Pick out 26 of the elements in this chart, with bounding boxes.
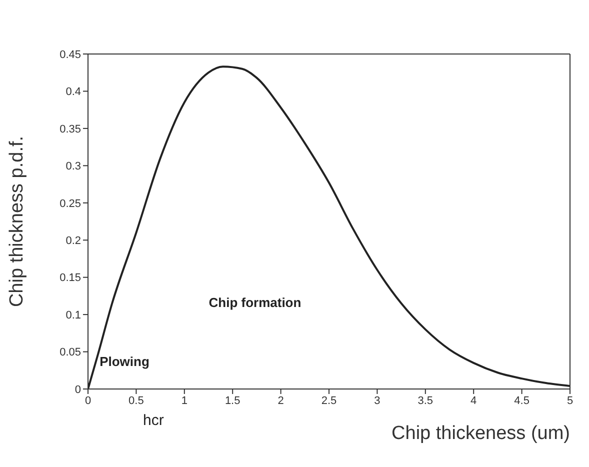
y-tick-label: 0.1 [66,309,81,322]
x-tick-label: 0.5 [128,394,144,407]
x-tick-label: 4 [470,394,477,407]
x-tick-label: 3.5 [418,394,434,407]
x-tick-label: 1.5 [224,394,240,407]
x-tick-label: 2.5 [321,394,337,407]
y-tick-label: 0 [74,384,81,396]
y-tick-label: 0.35 [60,123,81,136]
text: hcr [143,412,164,429]
y-axis-title: Chip thickness p.d.f. [6,136,28,308]
y-tick-label: 0.05 [60,346,81,359]
x-tick-label: 4.5 [514,394,530,407]
annotation: Plowing [100,354,150,370]
x-tick-label: 5 [566,394,574,407]
y-tick-label: 0.25 [60,198,81,210]
x-tick-label: 1 [181,394,188,407]
y-tick-label: 0.15 [60,272,81,284]
x-tick-label: 3 [374,394,380,407]
y-tick-label: 0.45 [60,48,81,61]
x-axis-title: Chip thickeness (um) [392,423,570,444]
y-tick-label: 0.4 [66,86,81,98]
annotation: Chip formation [208,294,302,310]
y-tick-label: 0.2 [66,235,81,248]
x-tick-label: 0 [84,394,92,407]
y-tick-label: 0.3 [66,160,81,173]
x-tick-label: 2 [278,394,284,407]
